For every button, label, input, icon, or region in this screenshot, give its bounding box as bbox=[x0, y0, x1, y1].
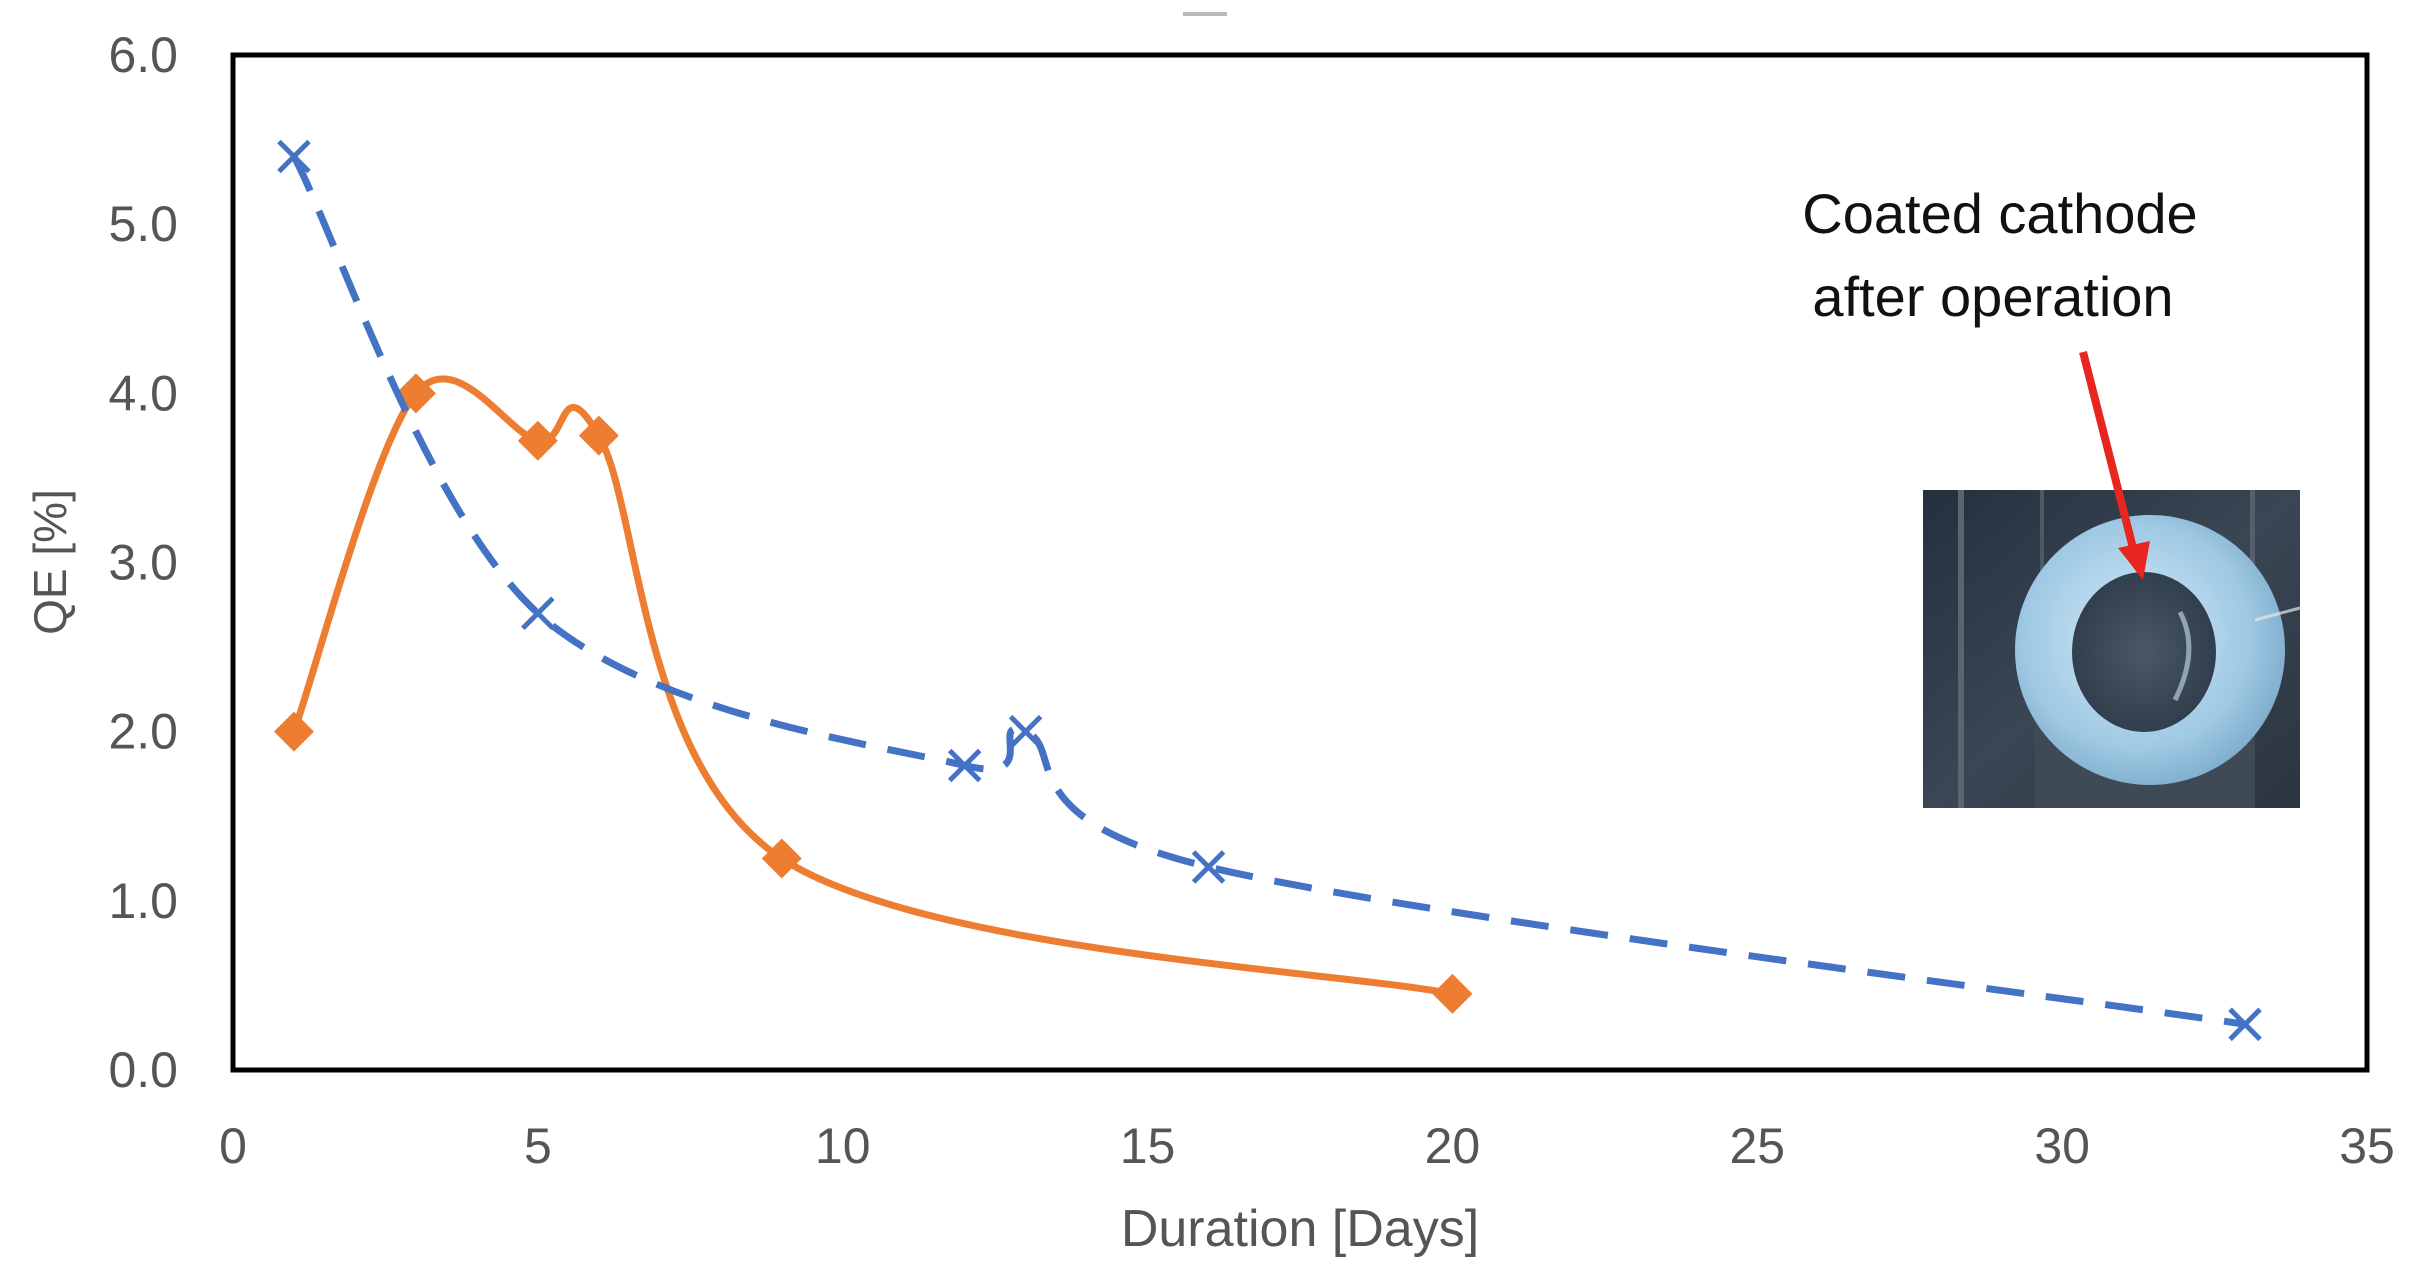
y-tick-labels: 0.0 1.0 2.0 3.0 4.0 5.0 6.0 bbox=[108, 27, 178, 1098]
data-point-diamond bbox=[578, 415, 619, 456]
x-tick-label: 10 bbox=[815, 1118, 871, 1174]
series-line-0 bbox=[290, 375, 1454, 998]
data-point-x bbox=[521, 596, 555, 631]
y-tick-label: 0.0 bbox=[108, 1042, 178, 1098]
x-tick-label: 20 bbox=[1425, 1118, 1481, 1174]
y-tick-label: 1.0 bbox=[108, 873, 178, 929]
x-tick-labels: 0 5 10 15 20 25 30 35 bbox=[219, 1118, 2395, 1174]
y-tick-label: 4.0 bbox=[108, 365, 178, 421]
y-tick-label: 2.0 bbox=[108, 704, 178, 760]
data-point-x bbox=[1008, 714, 1043, 749]
series-0 bbox=[273, 373, 1473, 1014]
x-tick-label: 15 bbox=[1120, 1118, 1176, 1174]
series-line-1 bbox=[290, 154, 2246, 1028]
data-point-diamond bbox=[761, 838, 802, 879]
data-point-x bbox=[947, 748, 982, 783]
data-point-x bbox=[1191, 850, 1226, 884]
y-tick-label: 5.0 bbox=[108, 196, 178, 252]
y-tick-label: 3.0 bbox=[108, 535, 178, 591]
plot-area bbox=[230, 52, 2370, 1073]
data-point-diamond bbox=[1432, 973, 1473, 1014]
data-point-diamond bbox=[517, 420, 558, 461]
x-axis-label: Duration [Days] bbox=[1121, 1200, 1479, 1258]
data-point-x bbox=[2228, 1007, 2262, 1042]
annotation-line-2: after operation bbox=[1812, 265, 2173, 328]
x-tick-label: 25 bbox=[1729, 1118, 1785, 1174]
cathode-photo-inset bbox=[1923, 490, 2301, 808]
annotation-arrow bbox=[2079, 351, 2150, 580]
data-point-x bbox=[277, 139, 311, 174]
x-tick-label: 0 bbox=[219, 1118, 247, 1174]
y-tick-label: 6.0 bbox=[108, 27, 178, 83]
y-axis-label: QE [%] bbox=[24, 489, 76, 635]
top-mark bbox=[1183, 12, 1227, 16]
annotation-line-1: Coated cathode bbox=[1802, 182, 2197, 245]
x-tick-label: 30 bbox=[2034, 1118, 2090, 1174]
series-1 bbox=[277, 139, 2262, 1042]
data-point-diamond bbox=[273, 711, 314, 752]
x-tick-label: 35 bbox=[2339, 1118, 2395, 1174]
x-tick-label: 5 bbox=[524, 1118, 552, 1174]
series-layer bbox=[273, 139, 2262, 1042]
